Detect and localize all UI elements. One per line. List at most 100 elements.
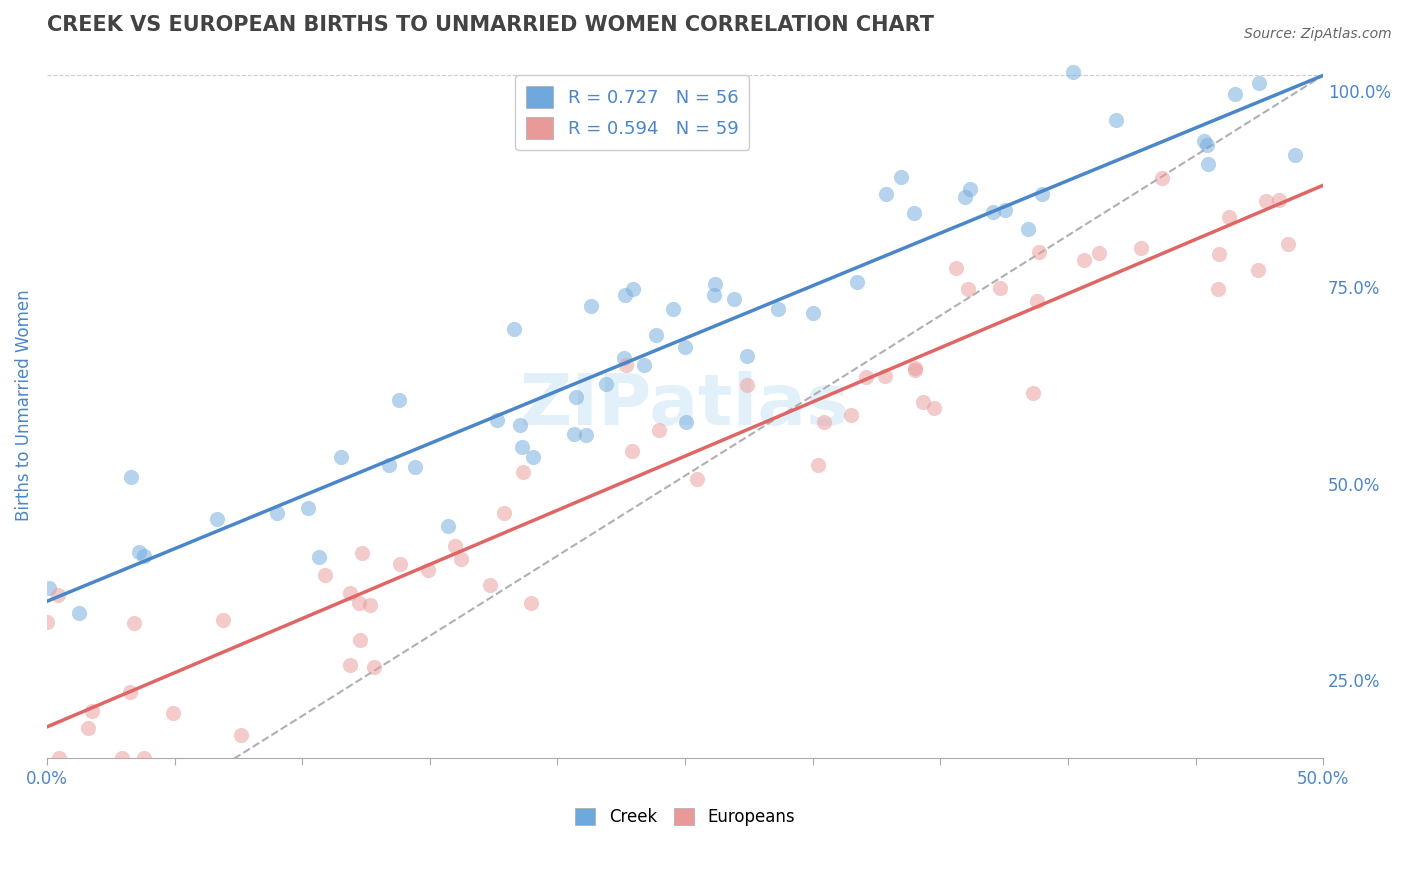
Point: [988, 281, 1011, 295]
Point: [1208, 247, 1230, 261]
Point: [76, 721, 98, 735]
Point: [349, 632, 371, 647]
Point: [212, 613, 235, 627]
Point: [575, 427, 598, 442]
Point: [347, 596, 370, 610]
Point: [613, 351, 636, 366]
Point: [1256, 194, 1278, 208]
Point: [675, 415, 697, 429]
Point: [845, 275, 868, 289]
Point: [735, 349, 758, 363]
Point: [48, 751, 70, 765]
Point: [1225, 87, 1247, 101]
Point: [735, 378, 758, 392]
Point: [329, 450, 352, 464]
Point: [904, 360, 927, 375]
Point: [579, 300, 602, 314]
Point: [1277, 237, 1299, 252]
Point: [339, 658, 361, 673]
Point: [229, 727, 252, 741]
Point: [924, 401, 946, 416]
Point: [1031, 186, 1053, 201]
Point: [436, 519, 458, 533]
Point: [645, 327, 668, 342]
Point: [1268, 193, 1291, 207]
Point: [994, 203, 1017, 218]
Point: [875, 187, 897, 202]
Point: [1105, 112, 1128, 127]
Point: [801, 306, 824, 320]
Point: [1088, 246, 1111, 260]
Point: [46, 588, 69, 602]
Legend: Creek, Europeans: Creek, Europeans: [567, 800, 803, 835]
Point: [404, 460, 426, 475]
Text: ZIPatlas: ZIPatlas: [520, 370, 851, 440]
Point: [479, 578, 502, 592]
Point: [723, 292, 745, 306]
Point: [562, 426, 585, 441]
Point: [389, 557, 412, 571]
Point: [1218, 210, 1240, 224]
Point: [903, 362, 925, 376]
Point: [1247, 262, 1270, 277]
Point: [945, 261, 967, 276]
Point: [614, 358, 637, 372]
Point: [813, 415, 835, 429]
Point: [339, 586, 361, 600]
Point: [205, 512, 228, 526]
Point: [662, 301, 685, 316]
Point: [1197, 138, 1219, 153]
Point: [486, 413, 509, 427]
Point: [890, 170, 912, 185]
Point: [595, 377, 617, 392]
Point: [443, 539, 465, 553]
Point: [1017, 221, 1039, 235]
Point: [1025, 294, 1047, 309]
Point: [388, 392, 411, 407]
Point: [1028, 244, 1050, 259]
Point: [363, 660, 385, 674]
Point: [565, 390, 588, 404]
Text: Source: ZipAtlas.com: Source: ZipAtlas.com: [1244, 27, 1392, 41]
Point: [120, 469, 142, 483]
Point: [110, 751, 132, 765]
Point: [450, 552, 472, 566]
Point: [502, 322, 524, 336]
Point: [620, 444, 643, 458]
Point: [118, 685, 141, 699]
Point: [613, 288, 636, 302]
Point: [122, 615, 145, 630]
Point: [378, 458, 401, 472]
Y-axis label: Births to Unmarried Women: Births to Unmarried Women: [15, 289, 32, 521]
Point: [981, 205, 1004, 219]
Point: [766, 302, 789, 317]
Point: [352, 546, 374, 560]
Point: [703, 288, 725, 302]
Point: [522, 450, 544, 465]
Point: [314, 567, 336, 582]
Point: [297, 501, 319, 516]
Point: [673, 341, 696, 355]
Point: [1021, 385, 1043, 400]
Point: [903, 205, 925, 219]
Point: [359, 599, 381, 613]
Point: [807, 458, 830, 473]
Point: [266, 506, 288, 520]
Point: [132, 751, 155, 765]
Point: [67, 606, 90, 620]
Point: [510, 441, 533, 455]
Point: [134, 549, 156, 564]
Point: [957, 281, 980, 295]
Point: [35, 615, 58, 630]
Point: [1062, 65, 1084, 79]
Point: [512, 465, 534, 479]
Point: [959, 182, 981, 196]
Point: [1152, 171, 1174, 186]
Text: CREEK VS EUROPEAN BIRTHS TO UNMARRIED WOMEN CORRELATION CHART: CREEK VS EUROPEAN BIRTHS TO UNMARRIED WO…: [46, 15, 934, 35]
Point: [703, 277, 725, 291]
Point: [873, 368, 896, 383]
Point: [1249, 76, 1271, 90]
Point: [621, 282, 644, 296]
Point: [1284, 148, 1306, 162]
Point: [416, 563, 439, 577]
